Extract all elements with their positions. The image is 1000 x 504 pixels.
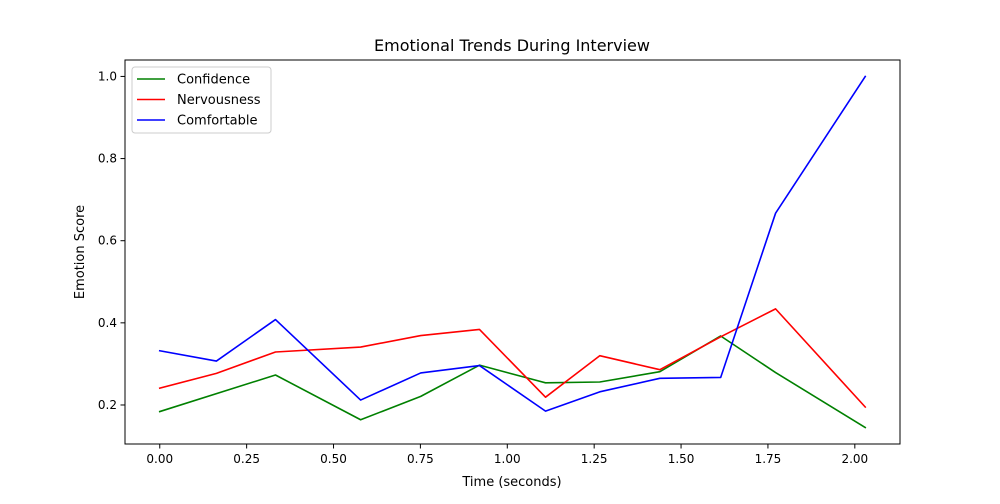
x-tick-label: 2.00 [841,452,868,466]
x-tick-label: 1.25 [581,452,608,466]
x-axis: 0.00 0.25 0.50 0.75 1.00 1.25 1.50 1.75 2.00 [146,444,868,466]
series-line-confidence [158,335,867,429]
x-axis-label: Time (seconds) [461,475,561,490]
x-tick-label: 0.00 [146,452,173,466]
y-tick-label: 0.6 [98,234,117,248]
x-tick-label: 1.75 [755,452,782,466]
plot-frame [124,59,901,445]
y-axis: 0.2 0.4 0.6 0.8 1.0 [98,69,125,412]
y-tick-label: 0.4 [98,316,117,330]
series-layer [158,75,867,429]
x-tick-label: 0.75 [407,452,434,466]
legend-items: Confidence Nervousness Comfortable [137,73,261,129]
y-axis-label: Emotion Score [73,205,88,299]
y-tick-label: 0.2 [98,398,117,412]
y-tick-label: 1.0 [98,69,117,83]
legend: Confidence Nervousness Comfortable [131,66,272,134]
x-tick-label: 1.50 [668,452,695,466]
y-tick-label: 0.8 [98,152,117,166]
chart-title: Emotional Trends During Interview [374,36,650,55]
series-line-comfortable [158,75,867,412]
legend-label-confidence: Confidence [177,73,250,88]
legend-box [131,66,272,134]
legend-label-comfortable: Comfortable [177,114,258,129]
x-tick-label: 0.50 [320,452,347,466]
legend-label-nervousness: Nervousness [177,93,261,108]
series-line-nervousness [158,308,867,409]
x-tick-label: 0.25 [233,452,260,466]
x-tick-label: 1.00 [494,452,521,466]
